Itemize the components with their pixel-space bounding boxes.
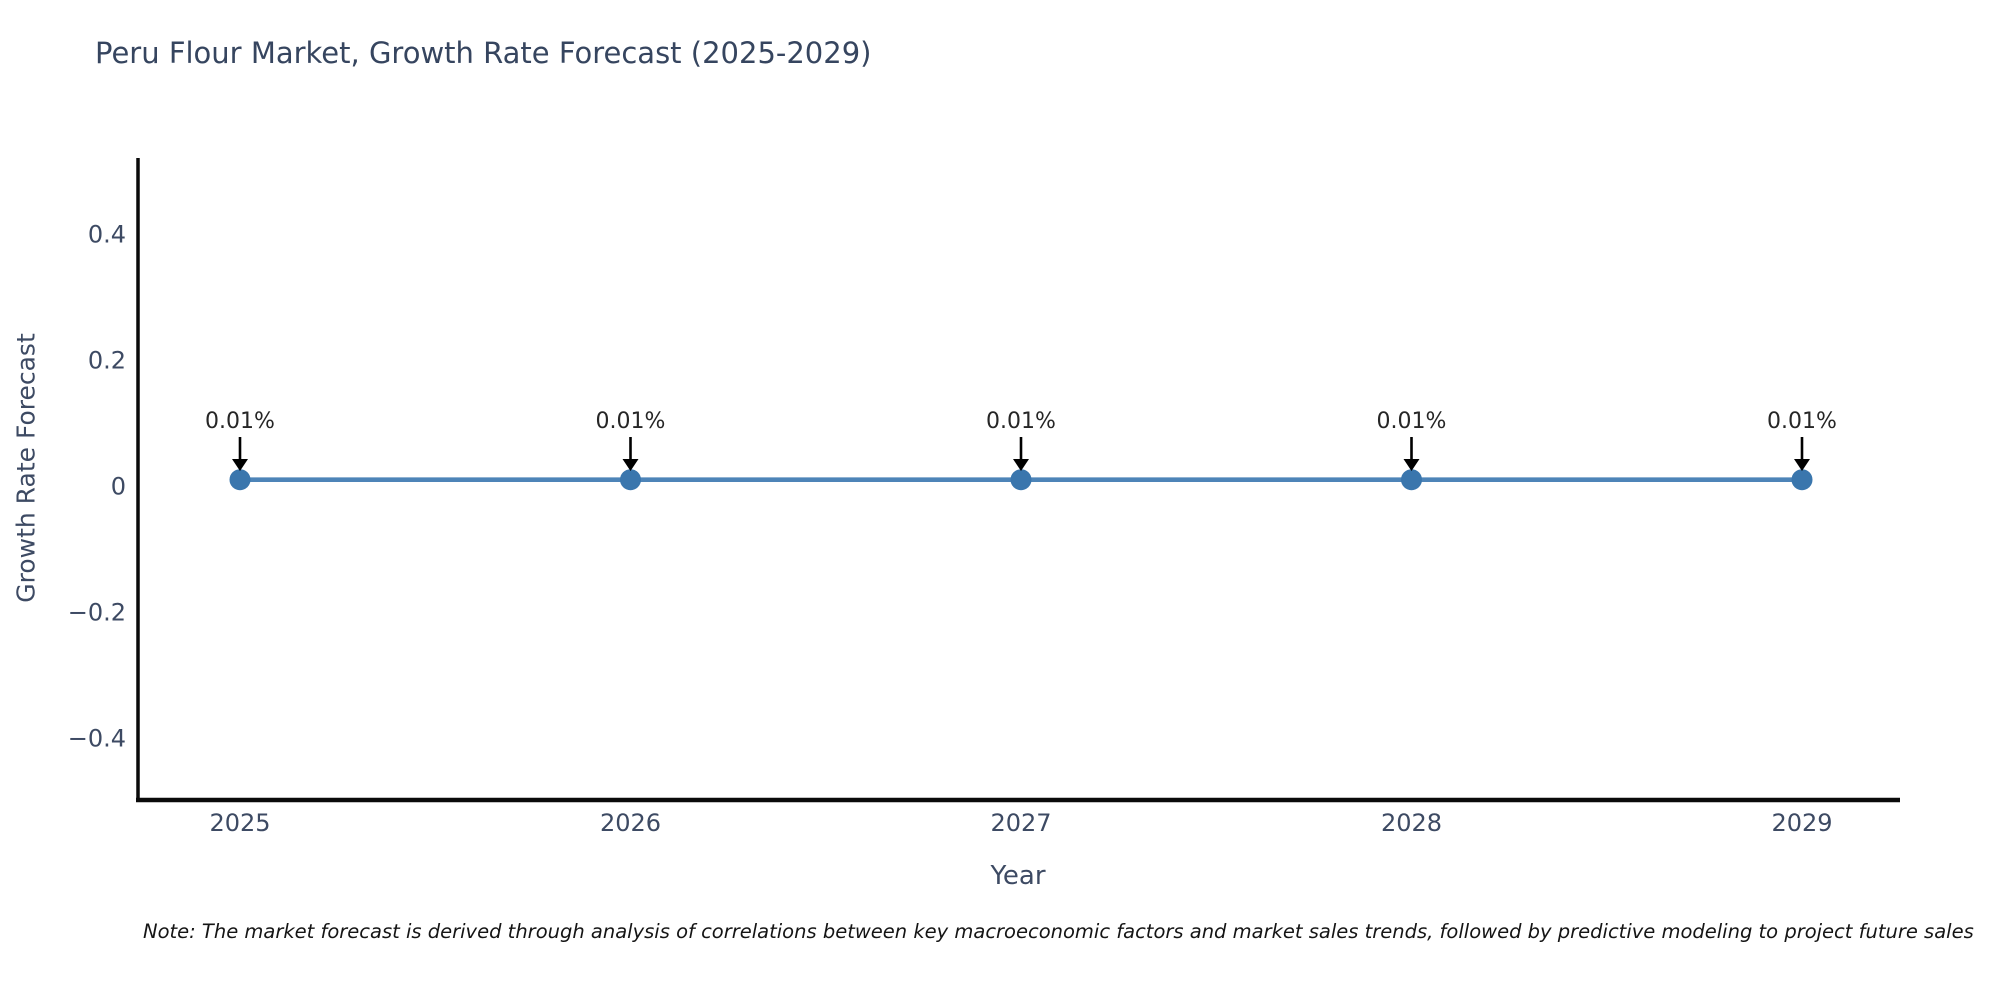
annotation-arrowhead-icon bbox=[622, 459, 639, 471]
data-point-marker bbox=[1010, 469, 1032, 491]
y-tick-label: −0.2 bbox=[68, 599, 126, 627]
chart-title: Peru Flour Market, Growth Rate Forecast … bbox=[95, 36, 872, 70]
data-point-marker bbox=[229, 469, 251, 491]
annotation-arrowhead-icon bbox=[1794, 459, 1810, 471]
y-tick-label: −0.4 bbox=[68, 725, 126, 753]
data-point-marker bbox=[1401, 469, 1422, 491]
point-annotation-label: 0.01% bbox=[205, 409, 275, 434]
x-tick-label: 2028 bbox=[1381, 809, 1442, 837]
point-annotation-label: 0.01% bbox=[986, 409, 1056, 434]
data-point-marker bbox=[620, 469, 641, 491]
y-tick-label: 0.4 bbox=[88, 221, 126, 249]
point-annotation-label: 0.01% bbox=[1767, 409, 1837, 434]
data-point-marker bbox=[1791, 469, 1813, 491]
y-tick-label: 0.2 bbox=[88, 347, 126, 375]
x-tick-label: 2027 bbox=[990, 809, 1051, 837]
point-annotation-label: 0.01% bbox=[596, 409, 666, 434]
x-tick-label: 2026 bbox=[600, 809, 661, 837]
point-annotation-label: 0.01% bbox=[1377, 409, 1447, 434]
footnote: Note: The market forecast is derived thr… bbox=[143, 920, 1974, 943]
annotation-arrowhead-icon bbox=[1013, 459, 1029, 471]
y-tick-label: 0 bbox=[111, 473, 126, 501]
annotation-arrowhead-icon bbox=[232, 459, 248, 471]
x-tick-label: 2025 bbox=[209, 809, 270, 837]
x-tick-label: 2029 bbox=[1771, 809, 1832, 837]
annotation-arrowhead-icon bbox=[1403, 459, 1420, 471]
x-axis-title: Year bbox=[990, 861, 1046, 891]
